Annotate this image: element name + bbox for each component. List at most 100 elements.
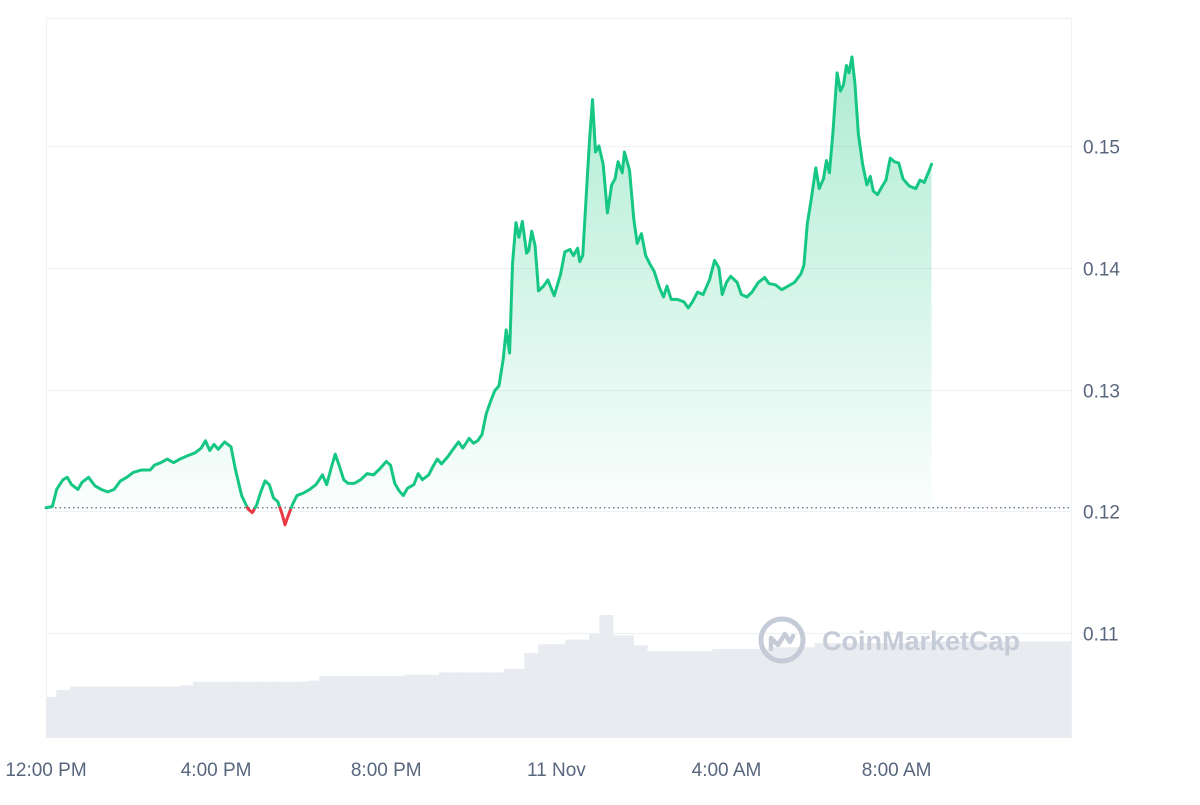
- volume-bar: [155, 686, 159, 738]
- volume-bar: [370, 675, 375, 738]
- volume-bar: [719, 648, 723, 738]
- volume-bar: [657, 651, 662, 738]
- volume-bar: [479, 672, 484, 738]
- volume-bar: [743, 648, 747, 738]
- volume-bar: [787, 647, 792, 738]
- volume-bar: [620, 635, 624, 738]
- volume-bar: [818, 643, 822, 738]
- volume-bar: [380, 675, 385, 738]
- volume-bar: [893, 643, 897, 738]
- x-tick-label: 11 Nov: [527, 760, 586, 781]
- volume-bar: [613, 635, 617, 738]
- volume-bar: [948, 641, 952, 738]
- volume-bar: [363, 675, 368, 738]
- volume-bar: [544, 644, 549, 738]
- volume-bar: [213, 681, 218, 738]
- volume-bar: [148, 686, 153, 738]
- volume-bar: [753, 648, 757, 738]
- volume-bar: [46, 697, 50, 738]
- volume-bar: [626, 635, 631, 738]
- volume-bar: [114, 686, 118, 738]
- volume-bar: [684, 651, 689, 738]
- volume-bar: [203, 681, 207, 738]
- volume-bar: [821, 643, 826, 738]
- volume-bar: [1023, 641, 1027, 738]
- volume-bar: [585, 639, 590, 738]
- y-axis: 0.11 0.12 0.13 0.14 0.15: [1083, 138, 1120, 646]
- volume-bar: [66, 689, 71, 738]
- volume-bar: [541, 644, 546, 738]
- volume-bar: [739, 648, 744, 738]
- volume-bar: [934, 641, 938, 738]
- volume-bar: [438, 672, 443, 738]
- volume-bar: [855, 643, 860, 738]
- volume-bar: [688, 651, 692, 738]
- volume-bar: [179, 685, 183, 738]
- volume-bar: [917, 641, 921, 738]
- volume-bar: [579, 639, 583, 738]
- x-tick-label: 8:00 PM: [351, 760, 422, 781]
- volume-bar: [425, 674, 429, 738]
- volume-bar: [278, 681, 282, 738]
- price-area: [46, 56, 932, 508]
- price-line-up: [253, 479, 282, 510]
- volume-bar: [435, 674, 440, 738]
- volume-bar: [63, 689, 67, 738]
- volume-bar: [623, 635, 628, 738]
- volume-bar: [397, 675, 402, 738]
- volume-bar: [732, 648, 737, 738]
- volume-bar: [691, 651, 696, 738]
- volume-bar: [903, 643, 908, 738]
- volume-bar: [1047, 641, 1051, 738]
- volume-bar: [247, 681, 252, 738]
- volume-bar: [708, 651, 713, 738]
- volume-bar: [336, 675, 341, 738]
- volume-bar: [162, 686, 166, 738]
- volume-bar: [220, 681, 224, 738]
- volume-bar: [514, 668, 518, 738]
- volume-bar: [141, 686, 146, 738]
- volume-bar: [667, 651, 672, 738]
- volume-bar: [650, 651, 655, 738]
- volume-bar: [353, 675, 358, 738]
- volume-bar: [319, 675, 323, 738]
- volume-bar: [449, 672, 453, 738]
- volume-bar: [647, 651, 651, 738]
- volume-bar: [421, 674, 426, 738]
- volume-bar: [1033, 641, 1038, 738]
- volume-bar: [227, 681, 231, 738]
- volume-bar: [333, 675, 337, 738]
- volume-bar: [145, 686, 149, 738]
- volume-bar: [466, 672, 470, 738]
- volume-bar: [630, 635, 634, 738]
- volume-bar: [315, 680, 320, 738]
- volume-bar: [575, 639, 580, 738]
- volume-bar: [411, 674, 416, 738]
- volume-bar: [292, 681, 296, 738]
- volume-bar: [982, 641, 986, 738]
- volume-bar: [134, 686, 139, 738]
- volume-bar: [722, 648, 727, 738]
- volume-bar: [633, 645, 638, 738]
- volume-bar: [469, 672, 474, 738]
- volume-bar: [927, 641, 932, 738]
- volume-bar: [971, 641, 976, 738]
- volume-bar: [770, 647, 774, 738]
- volume-bar: [524, 653, 528, 738]
- volume-bar: [90, 686, 95, 738]
- volume-bar: [186, 685, 190, 738]
- volume-bar: [244, 681, 248, 738]
- volume-bar: [975, 641, 979, 738]
- volume-bar: [606, 615, 610, 738]
- volume-bar: [503, 668, 508, 738]
- volume-bar: [445, 672, 450, 738]
- volume-bar: [1002, 641, 1007, 738]
- volume-bar: [643, 645, 648, 738]
- volume-bar: [1016, 641, 1020, 738]
- volume-bar: [350, 675, 354, 738]
- volume-bar: [695, 651, 699, 738]
- volume-bar: [172, 686, 177, 738]
- volume-bar: [531, 653, 535, 738]
